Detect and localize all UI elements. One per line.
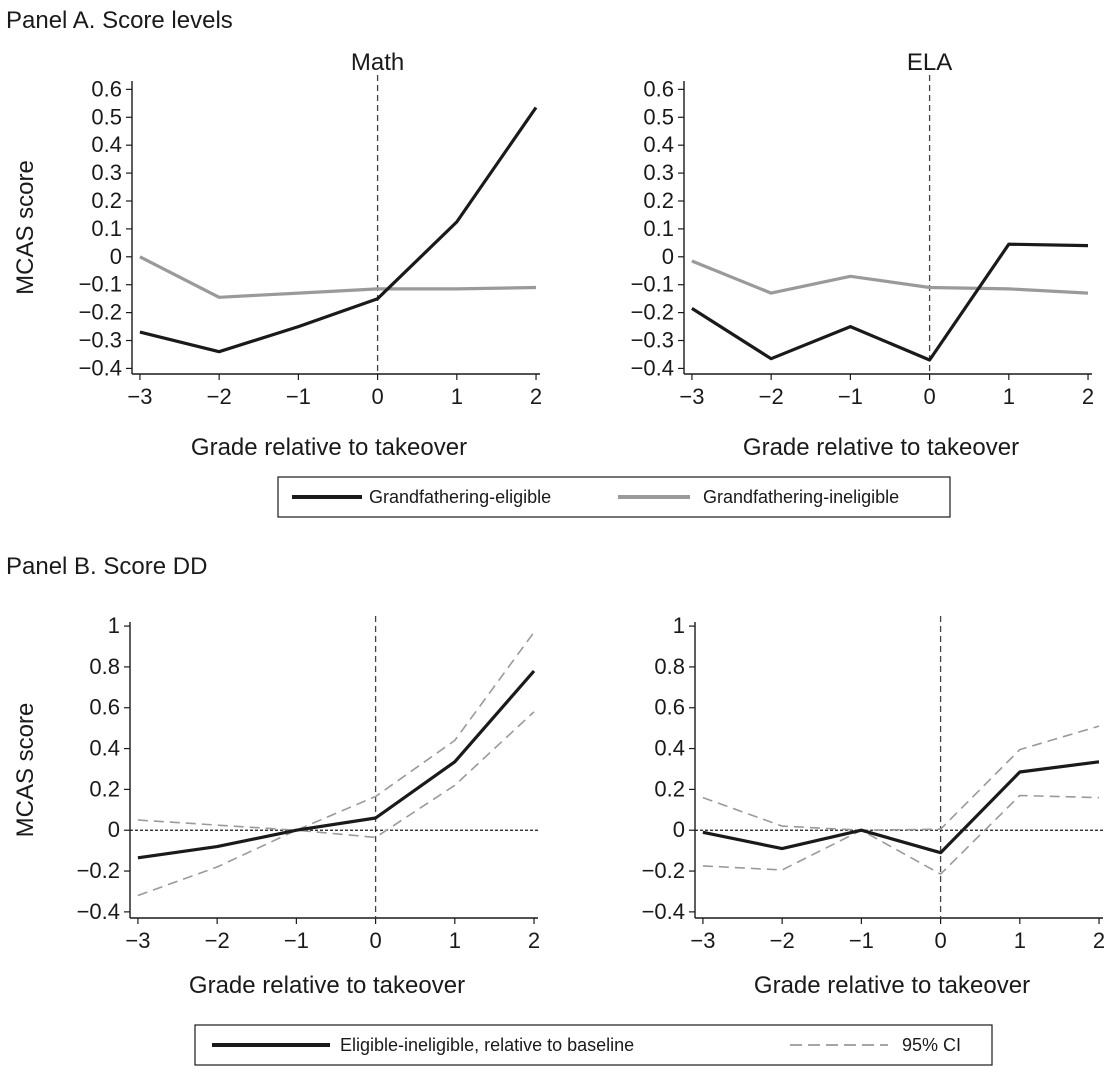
chart-math-levels: −0.4−0.3 −0.2 −0.1 0 0.1 0.2 0.3 0.4 0.5 0.6 −3 −2 −… (12, 49, 542, 461)
x-tick-label: −1 (838, 384, 863, 409)
x-tick-label: 2 (530, 384, 542, 409)
x-axis-label: Grade relative to takeover (743, 434, 1019, 461)
x-axis-label: Grade relative to takeover (189, 972, 465, 999)
y-tick-label: −0.1 (79, 272, 122, 297)
chart-ela-dd: −0.4 −0.2 0 0.2 0.4 0.6 0.8 1 −3 −2 −1 0 1 2 Grade rel… (642, 613, 1106, 999)
series-line (137, 631, 535, 832)
y-tick-label: −0.1 (631, 272, 674, 297)
y-tick-label: −0.2 (77, 858, 120, 883)
y-tick-label: 0 (662, 244, 674, 269)
y-tick-label: 0.2 (654, 776, 685, 801)
x-tick-label: 1 (1003, 384, 1015, 409)
y-tick-label: −0.4 (77, 899, 120, 924)
x-tick-label: −3 (690, 928, 715, 953)
series-line (702, 794, 1100, 875)
y-tick-label: −0.2 (79, 300, 122, 325)
x-tick-label: 1 (451, 384, 463, 409)
x-tick-label: 1 (449, 928, 461, 953)
y-tick-label: 0.4 (91, 132, 122, 157)
x-tick-label: 2 (1082, 384, 1094, 409)
legend-box (277, 476, 951, 518)
chart-ela-levels: −0.4−0.3 −0.2 −0.1 0 0.1 0.2 0.3 0.4 0.5 0.6 −3 −2 −… (631, 49, 1095, 461)
y-tick-label: 0.4 (643, 132, 674, 157)
y-tick-label: 0.3 (643, 160, 674, 185)
series-line (702, 725, 1100, 832)
chart-title: ELA (907, 49, 952, 76)
x-tick-label: 1 (1014, 928, 1026, 953)
x-axis-label: Grade relative to takeover (754, 972, 1030, 999)
y-tick-label: 0.1 (643, 216, 674, 241)
panel-b-title: Panel B. Score DD (6, 553, 207, 580)
panel-a-title: Panel A. Score levels (6, 7, 233, 34)
legend-label-ineligible: Grandfathering-ineligible (703, 487, 899, 507)
series-line (691, 259, 1089, 295)
y-axis-label: MCAS score (12, 160, 39, 295)
y-tick-label: 0.6 (89, 695, 120, 720)
x-tick-label: 0 (934, 928, 946, 953)
y-tick-label: 0.4 (89, 736, 120, 761)
x-tick-label: −2 (759, 384, 784, 409)
y-tick-label: −0.4 (79, 355, 122, 380)
x-tick-label: 2 (528, 928, 540, 953)
y-tick-label: 0.3 (91, 160, 122, 185)
y-tick-label: 0.5 (643, 104, 674, 129)
y-tick-label: 0 (108, 817, 120, 842)
y-tick-label: 0.8 (654, 654, 685, 679)
y-tick-label: −0.3 (631, 328, 674, 353)
x-tick-label: −3 (127, 384, 152, 409)
series-line (139, 106, 538, 354)
x-tick-label: 2 (1093, 928, 1105, 953)
x-axis-label: Grade relative to takeover (191, 434, 467, 461)
chart-math-dd: −0.4 −0.2 0 0.2 0.4 0.6 0.8 1 −3 −2 −1 0 1 2 Grade rel… (12, 613, 540, 999)
x-tick-label: −2 (770, 928, 795, 953)
legend-label-estimate: Eligible-ineligible, relative to baselin… (340, 1035, 634, 1055)
series-line (137, 711, 535, 897)
series-line (691, 242, 1089, 362)
x-tick-label: −1 (286, 384, 311, 409)
y-tick-label: 0 (673, 817, 685, 842)
series-line (137, 669, 536, 860)
y-axis-label: MCAS score (12, 703, 39, 838)
x-tick-label: 0 (371, 384, 383, 409)
chart-title: Math (351, 49, 404, 76)
x-tick-label: −2 (205, 928, 230, 953)
y-tick-label: 0.6 (91, 76, 122, 101)
y-tick-label: 0 (110, 244, 122, 269)
x-tick-label: −2 (207, 384, 232, 409)
series-line (702, 760, 1100, 855)
legend-label-eligible: Grandfathering-eligible (369, 487, 551, 507)
y-tick-label: 1 (108, 613, 120, 638)
y-tick-label: 0.4 (654, 736, 685, 761)
y-tick-label: 0.1 (91, 216, 122, 241)
y-tick-label: 0.5 (91, 104, 122, 129)
y-tick-label: 0.6 (643, 76, 674, 101)
y-tick-label: 0.8 (89, 654, 120, 679)
y-tick-label: 0.2 (89, 776, 120, 801)
y-tick-label: −0.2 (631, 300, 674, 325)
y-tick-label: 0.2 (643, 188, 674, 213)
x-tick-label: 0 (923, 384, 935, 409)
legend-box (194, 1024, 993, 1066)
x-tick-label: −3 (679, 384, 704, 409)
x-tick-label: −1 (849, 928, 874, 953)
x-tick-label: 0 (369, 928, 381, 953)
y-tick-label: 0.6 (654, 695, 685, 720)
y-tick-label: −0.4 (631, 355, 674, 380)
x-tick-label: −3 (125, 928, 150, 953)
y-tick-label: −0.3 (79, 328, 122, 353)
legend-label-ci: 95% CI (902, 1035, 961, 1055)
legend-panel-a: Grandfathering-eligible Grandfathering-i… (277, 476, 951, 518)
legend-panel-b: Eligible-ineligible, relative to baselin… (194, 1024, 993, 1066)
x-tick-label: −1 (284, 928, 309, 953)
y-tick-label: −0.2 (642, 858, 685, 883)
series-line (139, 255, 537, 299)
y-tick-label: 1 (673, 613, 685, 638)
y-tick-label: −0.4 (642, 899, 685, 924)
y-tick-label: 0.2 (91, 188, 122, 213)
